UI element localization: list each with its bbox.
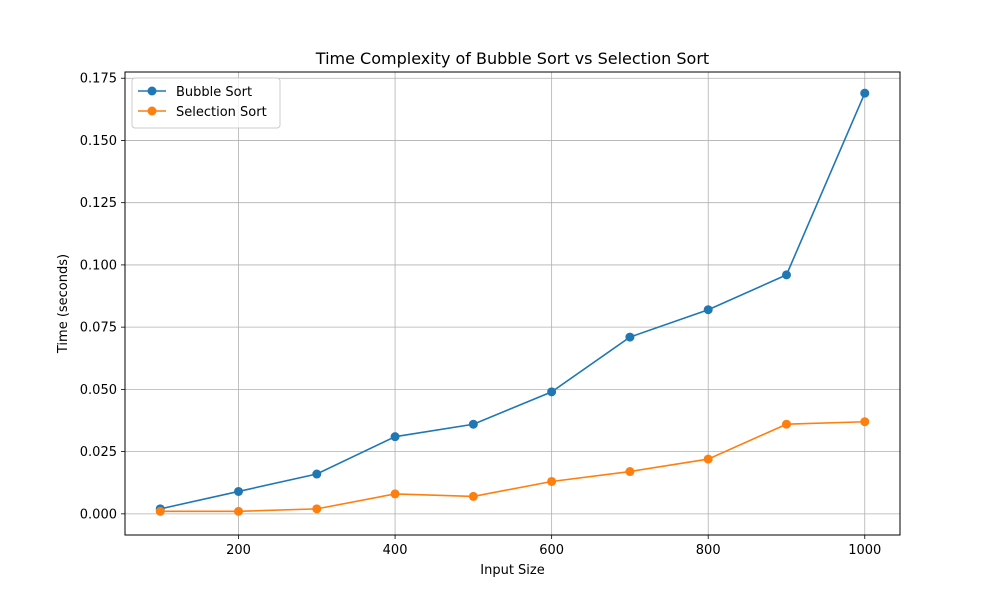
data-point [390, 432, 400, 442]
data-point [468, 419, 478, 429]
legend-label: Selection Sort [176, 105, 267, 120]
legend-marker [147, 106, 157, 116]
plot-frame [124, 71, 901, 536]
legend-label: Bubble Sort [176, 85, 252, 100]
data-point [155, 506, 165, 516]
data-point [781, 419, 791, 429]
series-line [160, 420, 865, 513]
x-axis-title: Input Size [480, 563, 544, 578]
x-tick-label: 600 [539, 543, 564, 558]
legend-item: Bubble Sort [138, 85, 252, 100]
data-point [781, 270, 791, 280]
data-point [390, 489, 400, 499]
legend: Bubble Sort Selection Sort [131, 77, 281, 129]
data-point [860, 88, 870, 98]
data-point [312, 469, 322, 479]
data-point [860, 417, 870, 427]
data-point [547, 476, 557, 486]
x-tick-label: 1000 [848, 543, 881, 558]
y-tick-label: 0.100 [80, 258, 117, 273]
data-point [703, 454, 713, 464]
y-tick-label: 0.125 [80, 196, 117, 211]
tick-layer: 200 400 600 800 1000 0.000 0.025 0.050 0.075 0.10… [80, 72, 882, 558]
x-tick-label: 400 [383, 543, 408, 558]
y-tick-label: 0.000 [80, 507, 117, 522]
data-point [234, 506, 244, 516]
y-axis-title: Time (seconds) [56, 254, 71, 354]
chart-title: Time Complexity of Bubble Sort vs Select… [315, 49, 709, 68]
data-point [625, 467, 635, 477]
data-point [468, 491, 478, 501]
legend-item: Selection Sort [138, 105, 267, 120]
grid-layer [125, 72, 900, 535]
x-tick-label: 200 [226, 543, 251, 558]
y-tick-label: 0.175 [80, 72, 117, 87]
y-tick-label: 0.050 [80, 383, 117, 398]
series-bubble-sort [155, 88, 870, 514]
legend-box [131, 77, 281, 129]
y-tick-label: 0.150 [80, 134, 117, 149]
data-point [234, 486, 244, 496]
series-layer [155, 88, 870, 516]
data-point [312, 504, 322, 514]
data-point [547, 387, 557, 397]
x-tick-label: 800 [696, 543, 721, 558]
y-tick-label: 0.075 [80, 321, 117, 336]
legend-marker [147, 86, 157, 96]
series-selection-sort [155, 417, 870, 516]
series-line [160, 92, 866, 510]
data-point [625, 332, 635, 342]
y-tick-label: 0.025 [80, 445, 117, 460]
data-point [703, 305, 713, 315]
